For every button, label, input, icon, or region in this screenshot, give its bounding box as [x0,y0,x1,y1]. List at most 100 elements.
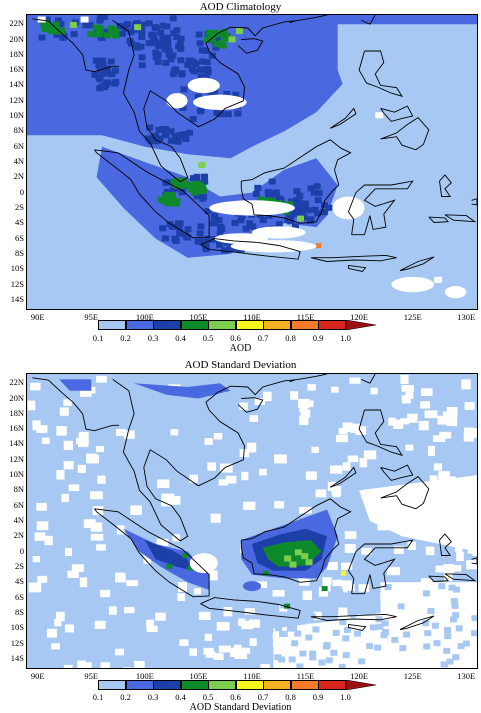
aod-sd-region-0.2 [134,383,231,399]
aod-sd-cell-0.1 [369,624,377,631]
coastline-burma [32,377,120,432]
missing-data [241,620,254,630]
aod-cell-0.3 [171,132,179,139]
missing-data [56,470,65,480]
aod-cell-0.4 [96,25,104,32]
aod-cell-0.3 [315,190,323,197]
aod-cell-0.3 [175,43,183,50]
missing-data [36,502,47,511]
aod-cell-0.3 [155,126,163,133]
aod-cell-0.4 [173,177,181,184]
missing-data [63,399,72,406]
missing-data [179,639,189,647]
aod-cell-0.3 [165,51,173,58]
missing-data [442,411,451,421]
aod-sd-cell-0.1 [422,620,430,627]
missing-data [241,471,249,481]
missing-data [322,577,332,585]
colorbar-tick: 0.1 [92,333,104,343]
coastline-sulawesi [347,539,414,595]
missing-data [343,583,355,593]
missing-data [36,425,48,433]
aod-cell-0.4 [47,28,55,35]
aod-sd-cell-0.1 [325,657,333,664]
aod-cell-0.3 [210,212,218,219]
aod-cell-0.3 [82,22,90,29]
coastline-sumba [347,623,367,631]
aod-cell-0.3 [99,61,107,68]
aod-cell-0.3 [196,230,204,237]
aod-cell-0.3 [167,137,175,144]
missing-data [32,555,41,563]
aod-cell-0.4 [178,181,186,188]
aod-cell-0.3 [162,126,170,133]
lat-label: 20N [9,33,24,44]
aod-cell-0.3 [193,193,201,200]
lat-label: 14S [10,293,24,304]
aod-cell-0.3 [138,54,146,61]
missing-data [80,662,92,668]
colorbar-segment [345,320,376,330]
aod-sd-cell-0.1 [291,640,299,647]
aod-cell-0.3 [169,186,177,193]
aod-sd-cell-0.5 [305,559,313,566]
aod-sd-cell-0.1 [446,658,454,665]
aod-sd-cell-0.1 [471,615,477,622]
map-stddev [26,373,478,669]
missing-data [203,647,214,655]
missing-data [299,415,309,426]
aod-cell-0.3 [254,184,262,191]
missing-data [189,474,199,484]
aod-cell-0.3 [53,31,61,38]
aod-cell-0.4 [54,28,62,35]
aod-cell-0.4 [268,198,276,205]
aod-cell-0.4 [87,31,95,38]
aod-cell-0.3 [148,135,156,142]
missing-data [219,463,233,473]
aod-sd-cell-0.1 [297,615,305,622]
coastline-indochina [112,374,328,542]
missing-data [305,471,317,480]
aod-cell-0.4 [58,27,66,34]
missing-data [210,513,221,523]
aod-cell-0.4 [216,30,224,37]
missing-data [161,493,175,502]
aod-cell-0.3 [138,62,146,69]
colorbar-segment [318,320,346,330]
aod-sd-cell-0.1 [288,656,296,663]
missing-data [92,506,104,516]
aod-sd-cell-0.5 [284,555,292,562]
aod-sd-cell-0.1 [424,630,432,637]
missing-data [189,648,197,656]
aod-cell-0.3 [202,242,210,249]
lat-label: 10N [9,469,24,480]
aod-cell-0.4 [103,32,111,39]
missing-data [239,647,251,654]
missing-data [90,522,103,532]
coastline-sumatra [94,508,210,598]
missing-data [439,431,452,439]
colorbar-tick: 0.6 [230,692,241,702]
aod-cell-0.3 [210,220,218,227]
lat-label: 22N [9,377,24,388]
aod-sd-region-0.2 [243,581,261,592]
lat-label: 8S [15,606,24,617]
aod-cell-0.3 [126,38,134,45]
missing-data [249,638,257,647]
missing-data [123,430,135,439]
aod-sd-cell-0.1 [299,650,307,657]
missing-data [207,462,217,471]
aod-cell-0.3 [100,70,108,77]
aod-cell-0.3 [170,30,178,37]
missing-data [63,664,73,668]
lat-label: 6N [13,499,24,510]
aod-cell-0.3 [224,111,232,118]
aod-cell-0.3 [152,49,160,56]
colorbar-label: AOD [229,343,252,354]
aod-sd-cell-0.1 [471,630,477,637]
missing-data [438,471,450,482]
aod-cell-0.3 [179,104,187,111]
aod-stddev-map [27,374,477,668]
missing-data [305,400,314,408]
aod-cell-0.3 [200,66,208,73]
